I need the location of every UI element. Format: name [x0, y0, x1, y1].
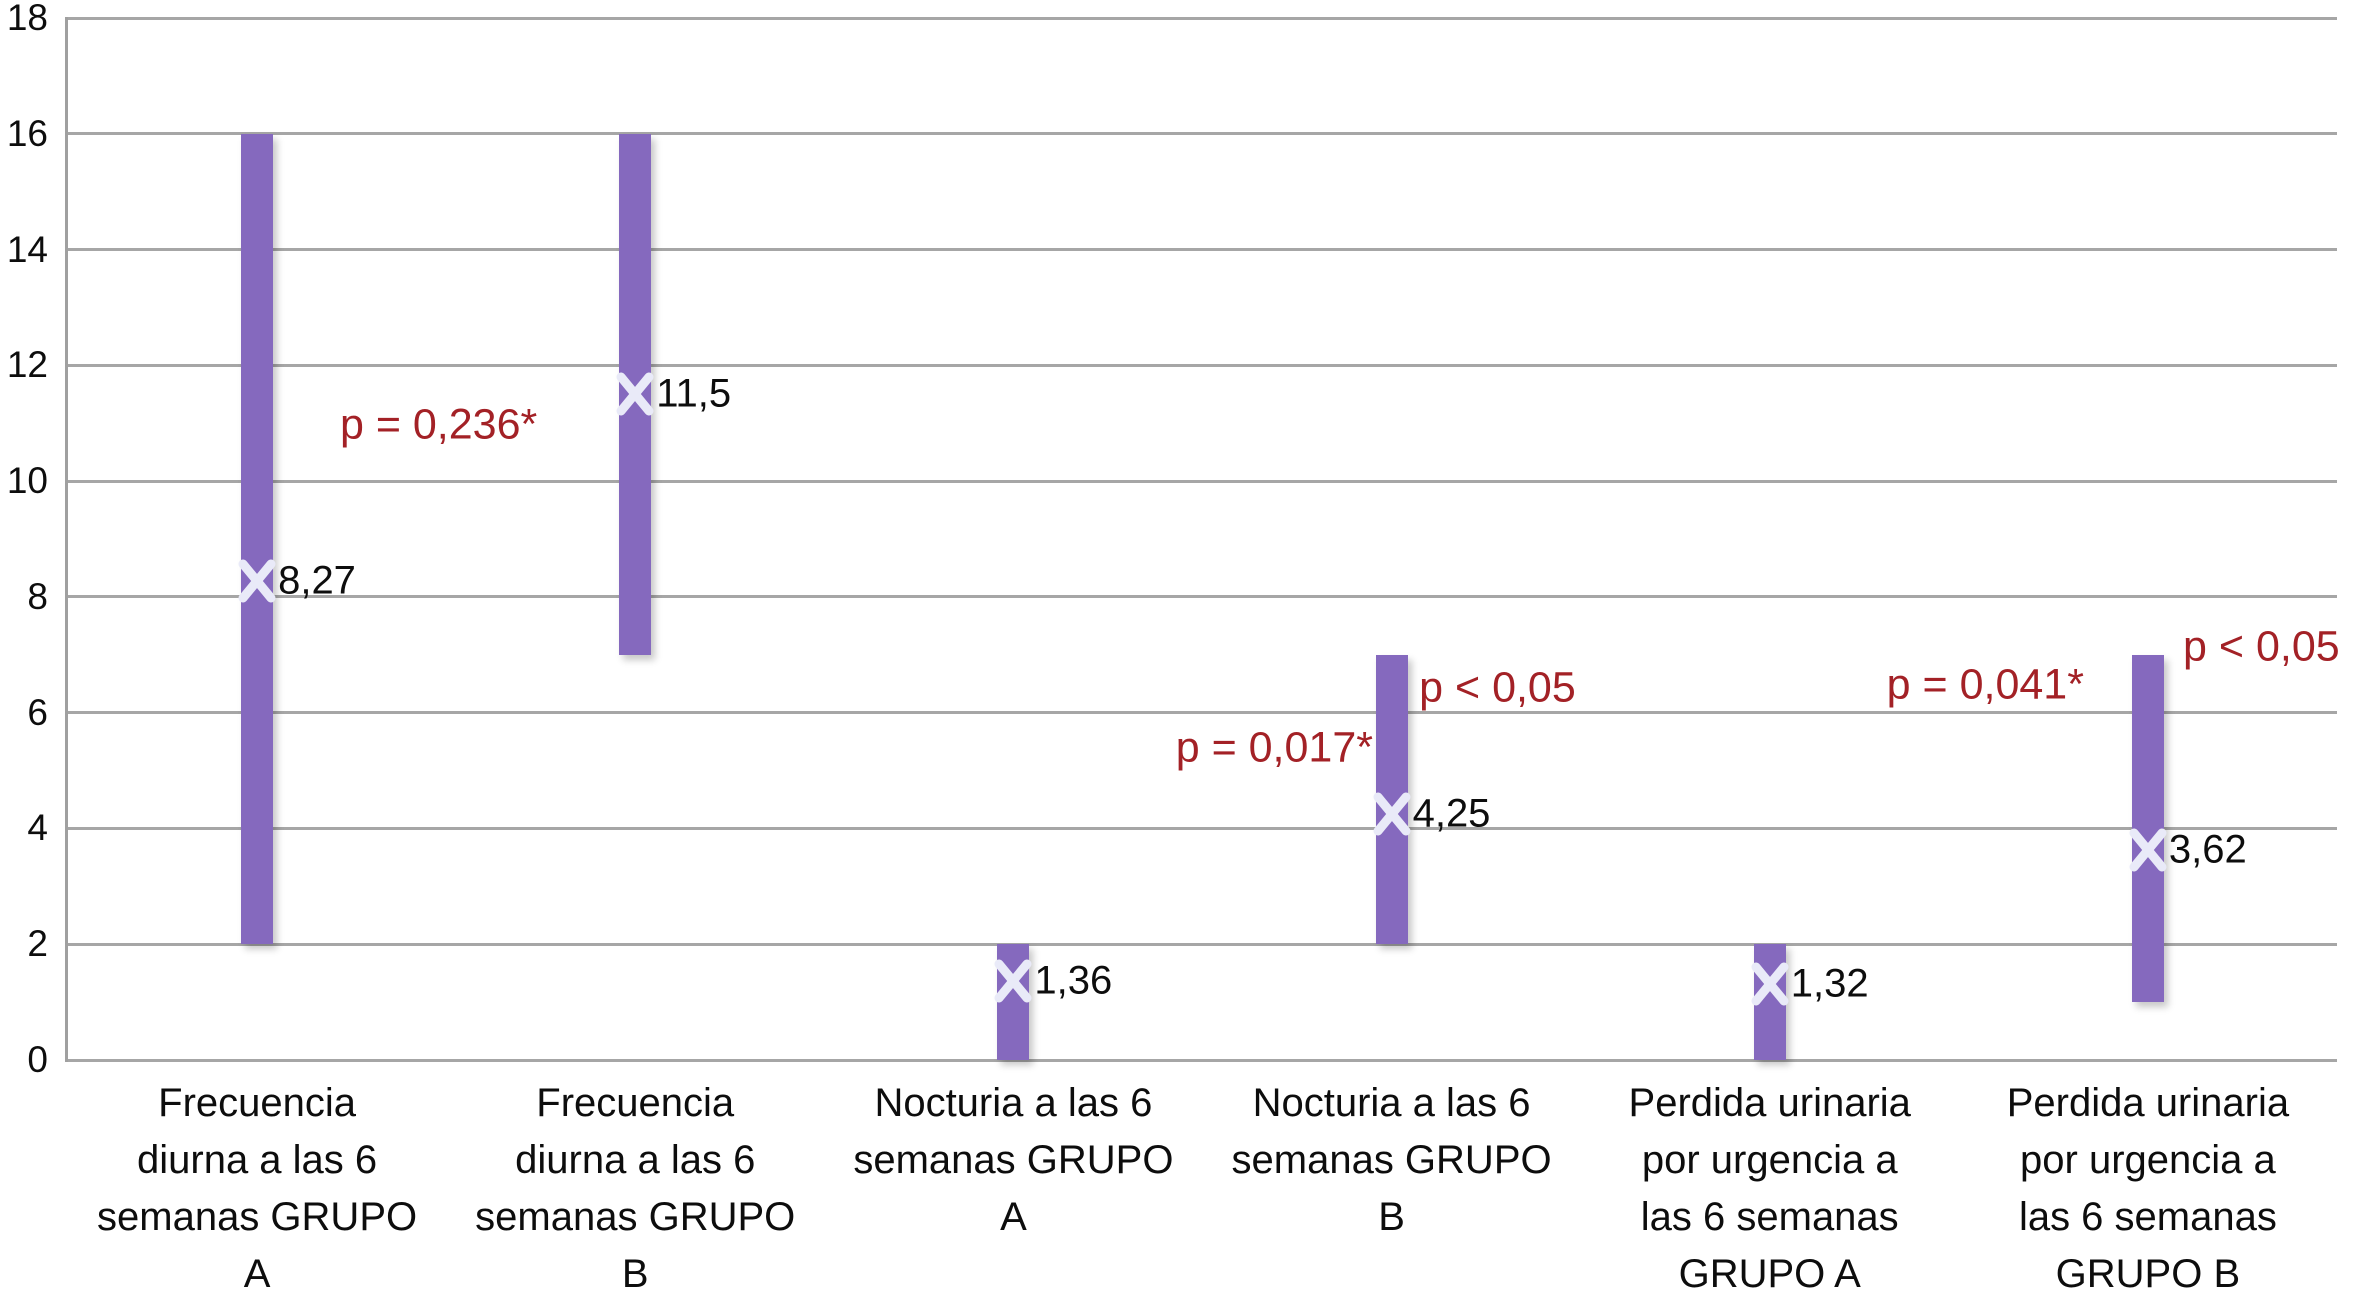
- y-axis-tick-label: 12: [6, 344, 48, 386]
- x-axis-category-label-line: semanas GRUPO: [97, 1195, 418, 1239]
- gridline: [68, 595, 2337, 599]
- x-axis-category-label-line: las 6 semanas: [1640, 1195, 1899, 1239]
- x-axis-category-label-line: las 6 semanas: [2018, 1195, 2277, 1239]
- x-axis-category-label: Nocturia a las 6 semanas GRUPO B: [1203, 1075, 1581, 1246]
- x-axis-category-label-line: A: [243, 1252, 271, 1296]
- x-axis-category-label-line: B: [1378, 1195, 1405, 1239]
- x-axis-category-label-line: diurna a las 6: [515, 1138, 756, 1182]
- x-axis-category-label: Frecuencia diurna a las 6 semanas GRUPO A: [68, 1075, 446, 1303]
- x-marker-icon: [238, 557, 276, 605]
- gridline: [68, 711, 2337, 715]
- x-axis-category-label-line: GRUPO B: [2055, 1252, 2241, 1296]
- data-label: 8,27: [278, 558, 356, 603]
- x-marker-icon: [994, 957, 1032, 1005]
- y-axis-tick-label: 16: [6, 112, 48, 154]
- x-marker-icon: [616, 370, 654, 418]
- x-axis-category-label-line: semanas GRUPO: [475, 1195, 796, 1239]
- p-value-annotation: p = 0,041*: [1886, 660, 2084, 709]
- y-axis-tick-label: 14: [6, 228, 48, 270]
- y-axis-line: [65, 16, 68, 1062]
- x-marker-icon: [1751, 960, 1789, 1008]
- gridline: [68, 942, 2337, 946]
- x-axis-category-label-line: Nocturia a las 6: [874, 1081, 1153, 1125]
- x-axis-category-label-line: semanas GRUPO: [1231, 1138, 1552, 1182]
- p-value-annotation: p < 0,05: [1419, 663, 1576, 712]
- x-axis-category-label-line: semanas GRUPO: [853, 1138, 1174, 1182]
- x-axis-category-label-line: diurna a las 6: [137, 1138, 378, 1182]
- gridline: [68, 363, 2337, 367]
- data-label: 1,36: [1034, 958, 1113, 1003]
- gridline: [68, 16, 2337, 20]
- x-axis-category-label: Frecuencia diurna a las 6 semanas GRUPO B: [446, 1075, 824, 1303]
- x-marker-icon: [1373, 790, 1411, 838]
- p-value-annotation: p < 0,05: [2183, 622, 2340, 671]
- gridline: [68, 826, 2337, 830]
- x-axis-category-label-line: por urgencia a: [2020, 1138, 2276, 1182]
- x-axis-category-label-line: B: [621, 1252, 649, 1296]
- gridline: [68, 479, 2337, 483]
- x-axis-category-label-line: Perdida urinaria: [2006, 1081, 2290, 1125]
- p-value-annotation: p = 0,236*: [339, 400, 538, 449]
- y-axis-tick-label: 8: [27, 575, 48, 617]
- x-axis-category-label: Perdida urinaria por urgencia a las 6 sema…: [1581, 1075, 1959, 1303]
- x-axis-category-label-line: A: [1000, 1195, 1027, 1239]
- x-axis-category-label-line: Frecuencia: [536, 1081, 735, 1125]
- x-axis-category-label-line: GRUPO A: [1678, 1252, 1861, 1296]
- y-axis-tick-label: 2: [27, 923, 48, 965]
- y-axis-tick-label: 18: [6, 0, 48, 38]
- x-axis-category-label-line: por urgencia a: [1641, 1138, 1898, 1182]
- y-axis-tick-label: 6: [27, 691, 48, 733]
- x-axis-category-label-line: Perdida urinaria: [1628, 1081, 1911, 1125]
- p-value-annotation: p = 0,017*: [1175, 723, 1373, 772]
- x-axis-category-label-line: Frecuencia: [158, 1081, 357, 1125]
- range-bar: [241, 133, 274, 945]
- x-marker-icon: [2129, 826, 2167, 874]
- gridline: [68, 248, 2337, 252]
- data-label: 1,32: [1790, 961, 1869, 1006]
- data-label: 4,25: [1412, 791, 1491, 836]
- gridline: [68, 1058, 2337, 1062]
- range-bar: [2131, 654, 2164, 1003]
- gridline: [68, 132, 2337, 136]
- y-axis-tick-label: 4: [27, 807, 48, 849]
- x-axis-category-label-line: Nocturia a las 6: [1252, 1081, 1531, 1125]
- x-axis-category-label: Nocturia a las 6 semanas GRUPO A: [824, 1075, 1202, 1246]
- y-axis-tick-label: 10: [6, 460, 48, 502]
- data-label: 3,62: [2168, 827, 2247, 872]
- data-label: 11,5: [656, 371, 732, 416]
- x-axis-category-label: Perdida urinaria por urgencia a las 6 sema…: [1959, 1075, 2337, 1303]
- y-axis-tick-label: 0: [27, 1039, 48, 1080]
